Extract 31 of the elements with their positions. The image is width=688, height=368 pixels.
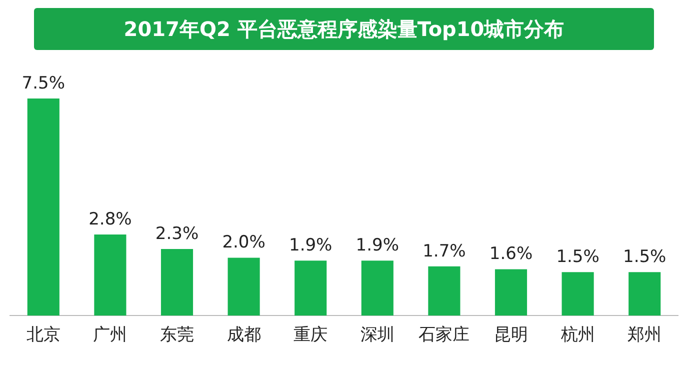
x-tick-label: 杭州 xyxy=(560,325,595,346)
x-tick-label: 重庆 xyxy=(294,325,328,346)
x-tick-label: 北京 xyxy=(26,325,60,346)
bar xyxy=(428,266,460,316)
x-tick-label: 昆明 xyxy=(494,325,528,346)
data-label: 2.3% xyxy=(155,224,199,244)
bar xyxy=(160,249,194,316)
data-label: 7.5% xyxy=(22,73,65,94)
data-label: 2.0% xyxy=(222,232,266,253)
x-tick-label: 广州 xyxy=(93,325,128,346)
data-label: 1.9% xyxy=(289,236,332,256)
data-label: 2.8% xyxy=(88,209,132,230)
bar xyxy=(628,272,661,316)
x-tick-label: 深圳 xyxy=(360,325,394,346)
bar xyxy=(562,272,594,316)
data-label: 1.9% xyxy=(356,236,399,256)
data-label: 1.7% xyxy=(422,241,466,262)
data-label: 1.5% xyxy=(623,247,666,268)
bar xyxy=(294,260,327,316)
x-tick-label: 东莞 xyxy=(160,325,194,346)
bar xyxy=(494,269,528,316)
bar xyxy=(228,258,260,316)
x-tick-label: 石家庄 xyxy=(418,325,470,346)
x-tick-label: 成都 xyxy=(226,325,261,346)
data-label: 1.6% xyxy=(489,244,533,264)
chart-title: 2017年Q2 平台恶意程序感染量Top10城市分布 xyxy=(34,8,654,50)
data-label: 1.5% xyxy=(556,247,600,268)
x-tick-label: 郑州 xyxy=(628,325,662,346)
bar xyxy=(361,260,394,316)
bar xyxy=(94,234,126,316)
bar xyxy=(27,98,60,316)
